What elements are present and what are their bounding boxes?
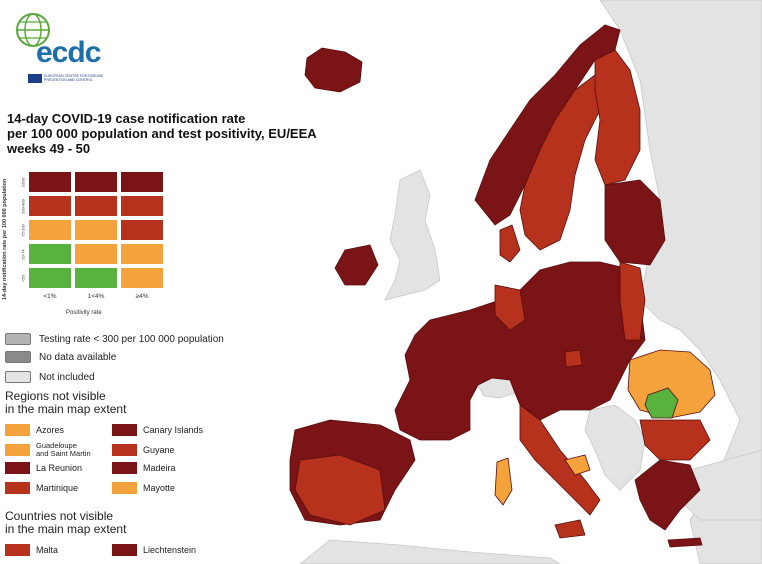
matrix-cell [74,243,118,265]
matrix-row-label: 200-499 [20,199,26,214]
matrix-column-label: 1<4% [87,293,105,300]
denmark [499,224,521,263]
matrix-row-label: 50-74 [20,249,26,260]
matrix-x-label: Positivity rate [66,310,102,316]
ecdc-logo: ecdc EUROPEAN CENTRE FOR DISEASE PREVENT… [8,8,108,83]
matrix-cell [28,195,72,217]
legend-swatch [5,351,31,363]
eu-flag-icon [28,74,42,83]
matrix-cell [120,219,164,241]
matrix-column-label: <1% [43,293,57,300]
sweden [519,74,601,251]
matrix-row-label: 75-200 [20,224,26,237]
finland [594,49,641,186]
logo-text: ecdc [36,36,101,69]
matrix-cell [120,267,164,289]
matrix-cell [74,171,118,193]
regions-heading: Regions not visible in the main map exte… [5,389,127,416]
legend-swatch [5,482,30,494]
spain-west [294,454,386,526]
region-guyane: Guyane [112,443,175,457]
title-line-2: per 100 000 population and test positivi… [7,126,317,141]
region-canary-islands: Canary Islands [112,423,203,437]
uk [384,169,441,301]
ireland [334,244,379,286]
page-title: 14-day COVID-19 case notification rate p… [7,111,337,156]
matrix-row-label: <50 [20,275,26,282]
crete [667,537,703,548]
legend-matrix [28,171,166,291]
region-madeira: Madeira [112,461,176,475]
matrix-row-label: ≥500 [20,178,26,187]
legend-swatch [112,444,137,456]
north-africa [299,539,561,564]
italy [519,404,601,516]
region-martinique: Martinique [5,481,78,495]
bulgaria [639,419,711,461]
czech-spot [564,349,583,368]
italy-south [564,454,591,476]
greece [634,459,701,531]
region-guadeloupe: Guadeloupe and Saint Martin [5,442,91,458]
region-mayotte: Mayotte [112,481,175,495]
matrix-cell [28,171,72,193]
legend-swatch [5,371,31,383]
legend-swatch [112,424,137,436]
title-line-3: weeks 49 - 50 [7,141,91,156]
matrix-cell [28,267,72,289]
matrix-cell [28,243,72,265]
legend-swatch [5,424,30,436]
legend-swatch [112,544,137,556]
country-liechtenstein: Liechtenstein [112,543,196,557]
globe-icon [16,13,50,47]
matrix-y-label: 14-day notification rate per 100 000 pop… [2,178,8,300]
matrix-cell [74,267,118,289]
germany-west [494,284,526,331]
legend-testing-rate: Testing rate < 300 per 100 000 populatio… [5,332,224,346]
legend-not-included: Not included [5,370,95,384]
non-eu-east [599,0,762,564]
legend-swatch [5,544,30,556]
legend-swatch [112,482,137,494]
legend-swatch [5,462,30,474]
poland-east [619,261,646,341]
matrix-cell [74,195,118,217]
matrix-cell [74,219,118,241]
matrix-cell [120,243,164,265]
region-la-reunion: La Reunion [5,461,82,475]
sicily [554,519,586,539]
legend-swatch [5,444,30,456]
legend-swatch [112,462,137,474]
logo-subtitle: EUROPEAN CENTRE FOR DISEASE PREVENTION A… [44,74,104,82]
matrix-cell [120,171,164,193]
baltics [604,179,666,266]
balkans [584,404,646,491]
region-azores: Azores [5,423,64,437]
sardinia [494,457,513,506]
iceland [304,47,363,93]
matrix-cell [120,195,164,217]
title-line-1: 14-day COVID-19 case notification rate [7,111,246,126]
matrix-cell [28,219,72,241]
legend-no-data: No data available [5,350,116,364]
country-malta: Malta [5,543,58,557]
countries-heading: Countries not visible in the main map ex… [5,509,127,536]
romania-green [644,387,679,419]
matrix-column-label: ≥4% [135,293,149,300]
legend-swatch [5,333,31,345]
